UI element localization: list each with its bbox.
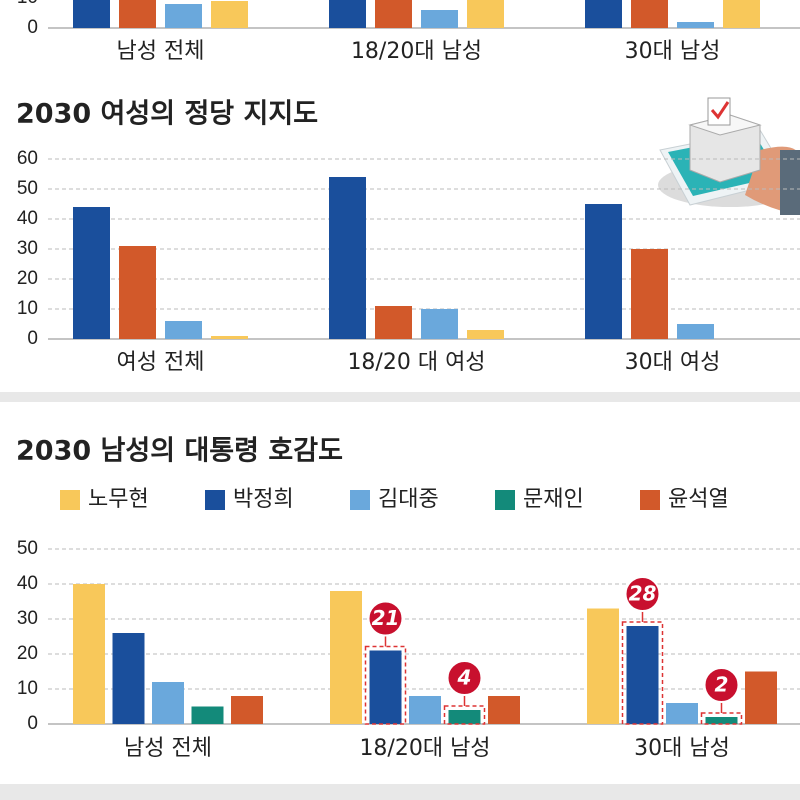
chart: 2030 남성의 대통령 호감도 0 10 20 30 40 50 노무현 박정희 김대중 문재인 윤… <box>16 436 800 761</box>
highlight-box <box>364 645 407 725</box>
bar <box>165 4 202 28</box>
bar <box>677 324 714 339</box>
bar <box>585 204 622 339</box>
chart-title: 2030 여성의 정당 지지도 <box>16 99 318 130</box>
y-tick-label: 50 <box>17 178 38 199</box>
bar <box>152 682 184 724</box>
bar <box>191 706 224 724</box>
x-tick-label: 여성 전체 <box>117 350 205 375</box>
highlight-box <box>700 712 743 725</box>
legend-swatch <box>205 490 225 510</box>
bar <box>73 207 110 339</box>
bar <box>467 0 504 28</box>
y-tick-label: 30 <box>17 238 38 259</box>
bar <box>467 330 504 339</box>
legend-swatch <box>350 490 370 510</box>
bar <box>631 0 668 28</box>
x-tick-label: 18/20대 남성 <box>351 39 482 64</box>
y-tick-label: 0 <box>27 328 38 349</box>
y-tick-label: 20 <box>17 643 38 664</box>
bar <box>421 309 458 339</box>
y-tick-label: 20 <box>17 268 38 289</box>
label-badge <box>367 600 404 637</box>
bar <box>421 10 458 28</box>
y-tick-label: 10 <box>17 0 38 8</box>
x-tick-label: 남성 전체 <box>124 736 212 761</box>
chart: 0 10 남성 전체 18/20대 남성 30대 남성 <box>17 0 800 64</box>
value-label: 4 <box>457 666 472 690</box>
bar <box>375 306 412 339</box>
legend-label: 문재인 <box>523 487 584 512</box>
bar <box>488 696 520 724</box>
bar <box>329 0 366 28</box>
chart-title: 2030 남성의 대통령 호감도 <box>16 436 343 467</box>
bar <box>165 321 202 339</box>
bar <box>112 633 145 724</box>
bars <box>73 584 777 724</box>
bars <box>73 0 760 28</box>
bar <box>666 703 698 724</box>
value-label: 2 <box>715 673 729 697</box>
value-label: 28 <box>629 582 657 606</box>
bars <box>73 177 714 339</box>
bar <box>677 22 714 28</box>
label-badge <box>703 667 740 703</box>
bar <box>211 1 248 28</box>
bar <box>211 336 248 339</box>
bar <box>723 0 760 28</box>
legend-swatch <box>60 490 80 510</box>
legend-label: 김대중 <box>378 487 439 512</box>
x-tick-label: 남성 전체 <box>117 39 205 64</box>
y-tick-label: 0 <box>27 17 38 38</box>
bar <box>587 608 619 724</box>
bar <box>73 584 105 724</box>
bar <box>119 246 156 339</box>
y-tick-label: 40 <box>17 573 38 594</box>
y-tick-label: 0 <box>27 713 38 734</box>
bar <box>409 696 441 724</box>
bar <box>330 591 362 724</box>
x-tick-label: 30대 여성 <box>625 350 721 375</box>
value-label: 21 <box>372 606 400 630</box>
y-tick-label: 60 <box>17 148 38 169</box>
y-tick-label: 30 <box>17 608 38 629</box>
bar <box>745 671 777 724</box>
bar <box>448 710 481 724</box>
x-tick-label: 18/20대 남성 <box>359 736 490 761</box>
y-tick-label: 40 <box>17 208 38 229</box>
legend-label: 윤석열 <box>668 487 729 512</box>
x-tick-label: 30대 남성 <box>625 39 721 64</box>
separator <box>0 784 800 800</box>
bar <box>585 0 622 28</box>
ballot-illustration <box>658 97 800 215</box>
highlight-box <box>443 705 486 725</box>
bar <box>73 0 110 28</box>
highlight-box <box>621 621 664 725</box>
y-tick-label: 10 <box>17 298 38 319</box>
y-tick-label: 50 <box>17 538 38 559</box>
separator <box>0 392 800 402</box>
bar <box>375 0 412 28</box>
bar <box>231 696 263 724</box>
x-tick-label: 30대 남성 <box>634 736 730 761</box>
x-tick-label: 18/20 대 여성 <box>347 350 485 375</box>
bar <box>119 0 156 28</box>
bar <box>369 650 402 724</box>
chart: 2030 여성의 정당 지지도 0 10 20 30 40 50 60 여성 전체 18/20 대… <box>16 99 800 375</box>
y-tick-label: 10 <box>17 678 38 699</box>
label-badge <box>624 576 661 612</box>
legend-label: 박정희 <box>233 487 294 512</box>
legend-label: 노무현 <box>88 487 149 512</box>
bar <box>329 177 366 339</box>
label-badge <box>446 660 483 696</box>
bar <box>626 626 659 724</box>
bar <box>631 249 668 339</box>
legend-swatch <box>495 490 515 510</box>
legend-swatch <box>640 490 660 510</box>
bar <box>705 717 738 724</box>
